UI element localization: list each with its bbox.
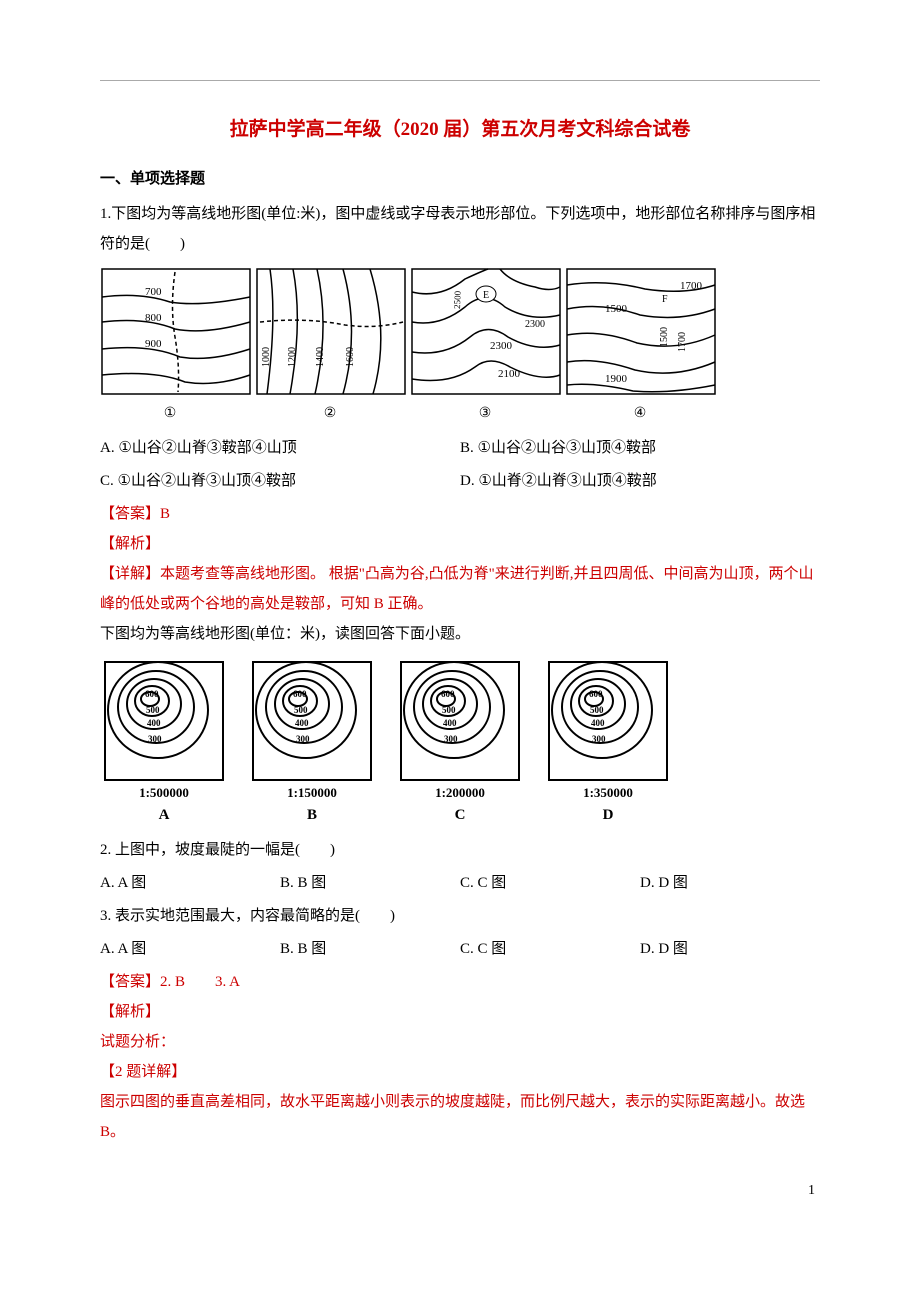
svg-text:1:350000: 1:350000: [583, 785, 633, 800]
svg-text:F: F: [662, 294, 668, 305]
q3-stem: 3. 表示实地范围最大，内容最简略的是( ): [100, 901, 820, 931]
topo-maps-2: 600 500 400 300 1:500000 A 1:150000 B 1:…: [100, 657, 675, 827]
q2-options: A. A 图 B. B 图 C. C 图 D. D 图: [100, 868, 820, 898]
svg-text:900: 900: [145, 338, 162, 350]
svg-text:1700: 1700: [677, 332, 688, 352]
svg-text:①: ①: [164, 406, 177, 421]
exam-title: 拉萨中学高二年级（2020 届）第五次月考文科综合试卷: [100, 111, 820, 149]
svg-text:1500: 1500: [605, 303, 628, 315]
svg-text:800: 800: [145, 312, 162, 324]
q2-detail-label: 【2 题详解】: [100, 1057, 820, 1087]
svg-text:1000: 1000: [261, 347, 272, 367]
svg-text:D: D: [603, 807, 614, 823]
q1-detail: 【详解】本题考查等高线地形图。 根据"凸高为谷,凸低为脊"来进行判断,并且四周低…: [100, 559, 820, 619]
svg-text:500: 500: [146, 705, 160, 715]
q1-options-row1: A. ①山谷②山脊③鞍部④山顶 B. ①山谷②山谷③山顶④鞍部: [100, 433, 820, 463]
q2-stem: 2. 上图中，坡度最陡的一幅是( ): [100, 835, 820, 865]
q1-optD: D. ①山脊②山脊③山顶④鞍部: [460, 466, 820, 496]
svg-text:400: 400: [147, 718, 161, 728]
svg-text:1:200000: 1:200000: [435, 785, 485, 800]
svg-text:④: ④: [634, 406, 647, 421]
svg-text:2300: 2300: [525, 319, 545, 330]
svg-text:2500: 2500: [452, 290, 463, 309]
q1-answer: 【答案】B: [100, 499, 820, 529]
section-header: 一、单项选择题: [100, 164, 820, 194]
svg-text:2100: 2100: [498, 368, 521, 380]
svg-text:600: 600: [145, 689, 159, 699]
svg-text:300: 300: [148, 734, 162, 744]
svg-text:③: ③: [479, 406, 492, 421]
analysis-intro: 试题分析：: [100, 1027, 820, 1057]
q3-options: A. A 图 B. B 图 C. C 图 D. D 图: [100, 934, 820, 964]
q1-options-row2: C. ①山谷②山脊③山顶④鞍部 D. ①山脊②山脊③山顶④鞍部: [100, 466, 820, 496]
q1-optC: C. ①山谷②山脊③山顶④鞍部: [100, 466, 460, 496]
q2-detail: 图示四图的垂直高差相同，故水平距离越小则表示的坡度越陡，而比例尺越大，表示的实际…: [100, 1087, 820, 1147]
svg-text:1400: 1400: [315, 347, 326, 367]
q1-optB: B. ①山谷②山谷③山顶④鞍部: [460, 433, 820, 463]
svg-text:1200: 1200: [287, 347, 298, 367]
q3-optB: B. B 图: [280, 934, 460, 964]
top-rule: [100, 80, 820, 81]
svg-text:1:150000: 1:150000: [287, 785, 337, 800]
q3-optD: D. D 图: [640, 934, 820, 964]
svg-text:A: A: [159, 807, 170, 823]
svg-text:2300: 2300: [490, 340, 513, 352]
svg-text:1500: 1500: [659, 327, 670, 347]
svg-text:1:500000: 1:500000: [139, 785, 189, 800]
answers-23: 【答案】2. B 3. A: [100, 967, 820, 997]
analysis-label-2: 【解析】: [100, 997, 820, 1027]
q1-analysis-label: 【解析】: [100, 529, 820, 559]
q1-figure: 700 800 900 ① 1000 1200 1400 1600 ② E 25…: [100, 267, 820, 425]
q3-optC: C. C 图: [460, 934, 640, 964]
q1-optA: A. ①山谷②山脊③鞍部④山顶: [100, 433, 460, 463]
svg-text:E: E: [483, 290, 489, 301]
q2-figure: 600 500 400 300 1:500000 A 1:150000 B 1:…: [100, 657, 820, 827]
q1-stem: 1.下图均为等高线地形图(单位:米)，图中虚线或字母表示地形部位。下列选项中，地…: [100, 199, 820, 259]
q2-optB: B. B 图: [280, 868, 460, 898]
svg-text:B: B: [307, 807, 317, 823]
q2-optD: D. D 图: [640, 868, 820, 898]
q3-optA: A. A 图: [100, 934, 280, 964]
svg-text:C: C: [455, 807, 466, 823]
q2-optA: A. A 图: [100, 868, 280, 898]
svg-text:700: 700: [145, 286, 162, 298]
svg-text:1600: 1600: [345, 347, 356, 367]
svg-text:②: ②: [324, 406, 337, 421]
q2-optC: C. C 图: [460, 868, 640, 898]
svg-text:1700: 1700: [680, 280, 703, 292]
topo-maps-1: 700 800 900 ① 1000 1200 1400 1600 ② E 25…: [100, 267, 730, 425]
svg-text:1900: 1900: [605, 373, 628, 385]
page-number: 1: [100, 1177, 820, 1205]
q2-intro: 下图均为等高线地形图(单位：米)，读图回答下面小题。: [100, 619, 820, 649]
